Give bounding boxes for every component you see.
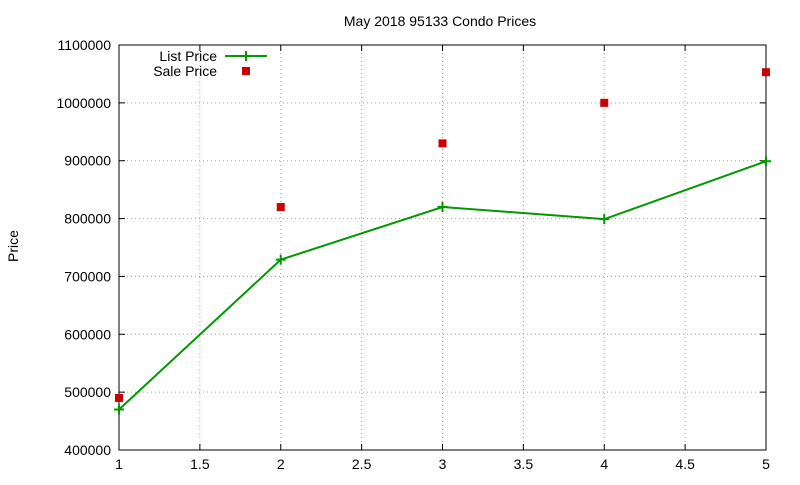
axes: 400000 500000 600000 700000 800000 900000 1000…	[56, 37, 770, 472]
x-tick-label: 2.5	[352, 456, 372, 472]
data-point-square	[762, 68, 770, 77]
y-tick-label: 500000	[64, 384, 111, 400]
data-point-square	[276, 203, 285, 211]
y-tick-label: 400000	[64, 442, 111, 458]
x-tick-label: 3	[439, 456, 447, 472]
data-point-square	[438, 139, 447, 148]
legend-swatch-square	[242, 67, 250, 75]
y-tick-label: 800000	[64, 211, 111, 227]
x-tick-label: 3.5	[514, 456, 534, 472]
x-tick-label: 2	[277, 456, 285, 472]
y-tick-label: 1100000	[58, 37, 112, 53]
x-tick-label: 4	[600, 456, 608, 472]
chart-title: May 2018 95133 Condo Prices	[344, 13, 536, 29]
plot-border	[118, 44, 767, 451]
data-point-plus	[275, 254, 286, 265]
series-marks	[114, 68, 771, 415]
y-tick-label: 700000	[64, 268, 111, 284]
y-axis-label: Price	[5, 230, 21, 262]
data-point-plus	[437, 202, 448, 212]
series-1	[114, 156, 771, 415]
legend-label: List Price	[159, 48, 217, 64]
legend-swatch-plus	[241, 51, 251, 61]
series-2	[115, 68, 770, 402]
data-point-square	[600, 98, 609, 107]
x-tick-label: 1.5	[190, 456, 210, 472]
x-tick-label: 5	[762, 456, 770, 472]
y-tick-label: 900000	[64, 153, 111, 169]
y-tick-label: 600000	[64, 326, 111, 342]
data-point-plus	[114, 404, 124, 415]
y-tick-label: 1000000	[56, 95, 111, 111]
data-point-square	[115, 393, 123, 402]
x-tick-label: 1	[115, 456, 123, 472]
grid-lines	[119, 45, 766, 450]
data-point-plus	[761, 156, 771, 167]
data-point-plus	[599, 214, 610, 225]
legend-label: Sale Price	[153, 63, 217, 79]
x-tick-label: 4.5	[675, 456, 695, 472]
